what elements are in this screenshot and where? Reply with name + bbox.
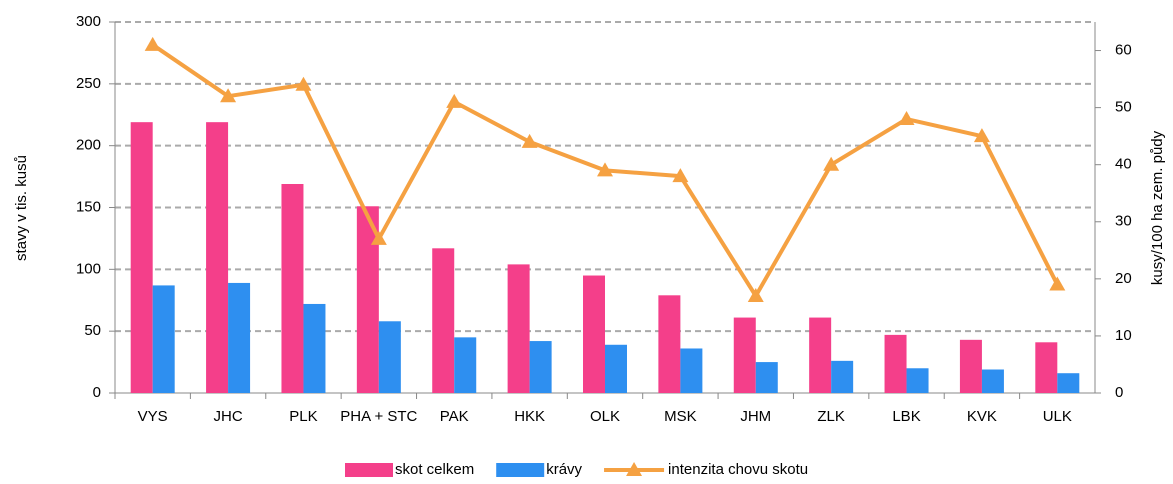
- line-marker: [747, 287, 764, 302]
- legend-label: intenzita chovu skotu: [668, 461, 808, 478]
- x-tick-label: JHM: [740, 408, 771, 425]
- x-tick-label: PHA + STC: [340, 408, 417, 425]
- line-marker: [220, 88, 237, 103]
- bar: [303, 303, 326, 393]
- y2-tick-label: 10: [1115, 327, 1132, 344]
- x-tick-label: MSK: [664, 408, 697, 425]
- bar: [529, 341, 552, 393]
- y2-tick-label: 20: [1115, 270, 1132, 287]
- x-tick-label: ULK: [1043, 408, 1072, 425]
- bar: [755, 362, 778, 393]
- line-marker: [295, 76, 312, 91]
- bar: [831, 360, 854, 393]
- line-marker: [823, 156, 840, 171]
- y2-tick-label: 40: [1115, 156, 1132, 173]
- x-tick-label: OLK: [590, 408, 620, 425]
- bar: [432, 248, 455, 393]
- x-tick-label: PAK: [440, 408, 469, 425]
- bar: [281, 184, 304, 393]
- bar: [356, 206, 379, 393]
- line-marker: [898, 111, 915, 126]
- line-marker: [597, 162, 613, 177]
- bar: [884, 334, 907, 393]
- bar: [1057, 373, 1080, 393]
- y-tick-label: 250: [76, 75, 101, 92]
- legend-label: skot celkem: [395, 461, 474, 478]
- y-tick-label: 200: [76, 137, 101, 154]
- x-tick-label: VYS: [138, 408, 168, 425]
- y-tick-label: 0: [93, 384, 101, 401]
- x-tick-label: JHC: [213, 408, 242, 425]
- y-axis-label: stavy v tis. kusů: [13, 155, 30, 261]
- bar: [152, 285, 175, 393]
- line-marker: [446, 93, 463, 108]
- y2-tick-label: 30: [1115, 213, 1132, 230]
- bar: [959, 339, 982, 393]
- x-tick-label: HKK: [514, 408, 545, 425]
- bar: [583, 275, 605, 393]
- legend-label: krávy: [546, 461, 582, 478]
- bar: [507, 264, 530, 393]
- bar: [206, 122, 229, 394]
- bar: [130, 122, 153, 394]
- bar: [981, 369, 1004, 393]
- bar: [228, 282, 251, 393]
- legend-swatch: [496, 463, 545, 477]
- bar: [680, 348, 703, 393]
- bar: [906, 368, 929, 393]
- y2-tick-label: 60: [1115, 42, 1132, 59]
- x-tick-label: LBK: [892, 408, 920, 425]
- bar: [1035, 342, 1058, 393]
- bar: [605, 344, 627, 393]
- x-tick-label: KVK: [967, 408, 997, 425]
- bar: [809, 317, 832, 393]
- line-marker: [144, 36, 161, 51]
- bar: [733, 317, 756, 393]
- y-tick-label: 100: [76, 260, 101, 277]
- y-tick-label: 300: [76, 13, 101, 30]
- y-tick-label: 50: [84, 322, 101, 339]
- line-marker: [973, 128, 990, 143]
- bar: [378, 321, 401, 393]
- y2-tick-label: 0: [1115, 384, 1123, 401]
- line-marker: [521, 133, 538, 148]
- legend-swatch: [626, 462, 643, 476]
- x-tick-label: ZLK: [817, 408, 845, 425]
- x-tick-label: PLK: [289, 408, 317, 425]
- y2-tick-label: 50: [1115, 99, 1132, 116]
- line-marker: [1049, 276, 1066, 291]
- line-marker: [370, 230, 387, 245]
- bar: [658, 295, 681, 393]
- line-marker: [672, 168, 689, 183]
- bar: [454, 337, 477, 393]
- y-tick-label: 150: [76, 198, 101, 215]
- legend-swatch: [345, 463, 393, 477]
- y2-axis-label: kusy/100 ha zem. půdy: [1149, 130, 1166, 285]
